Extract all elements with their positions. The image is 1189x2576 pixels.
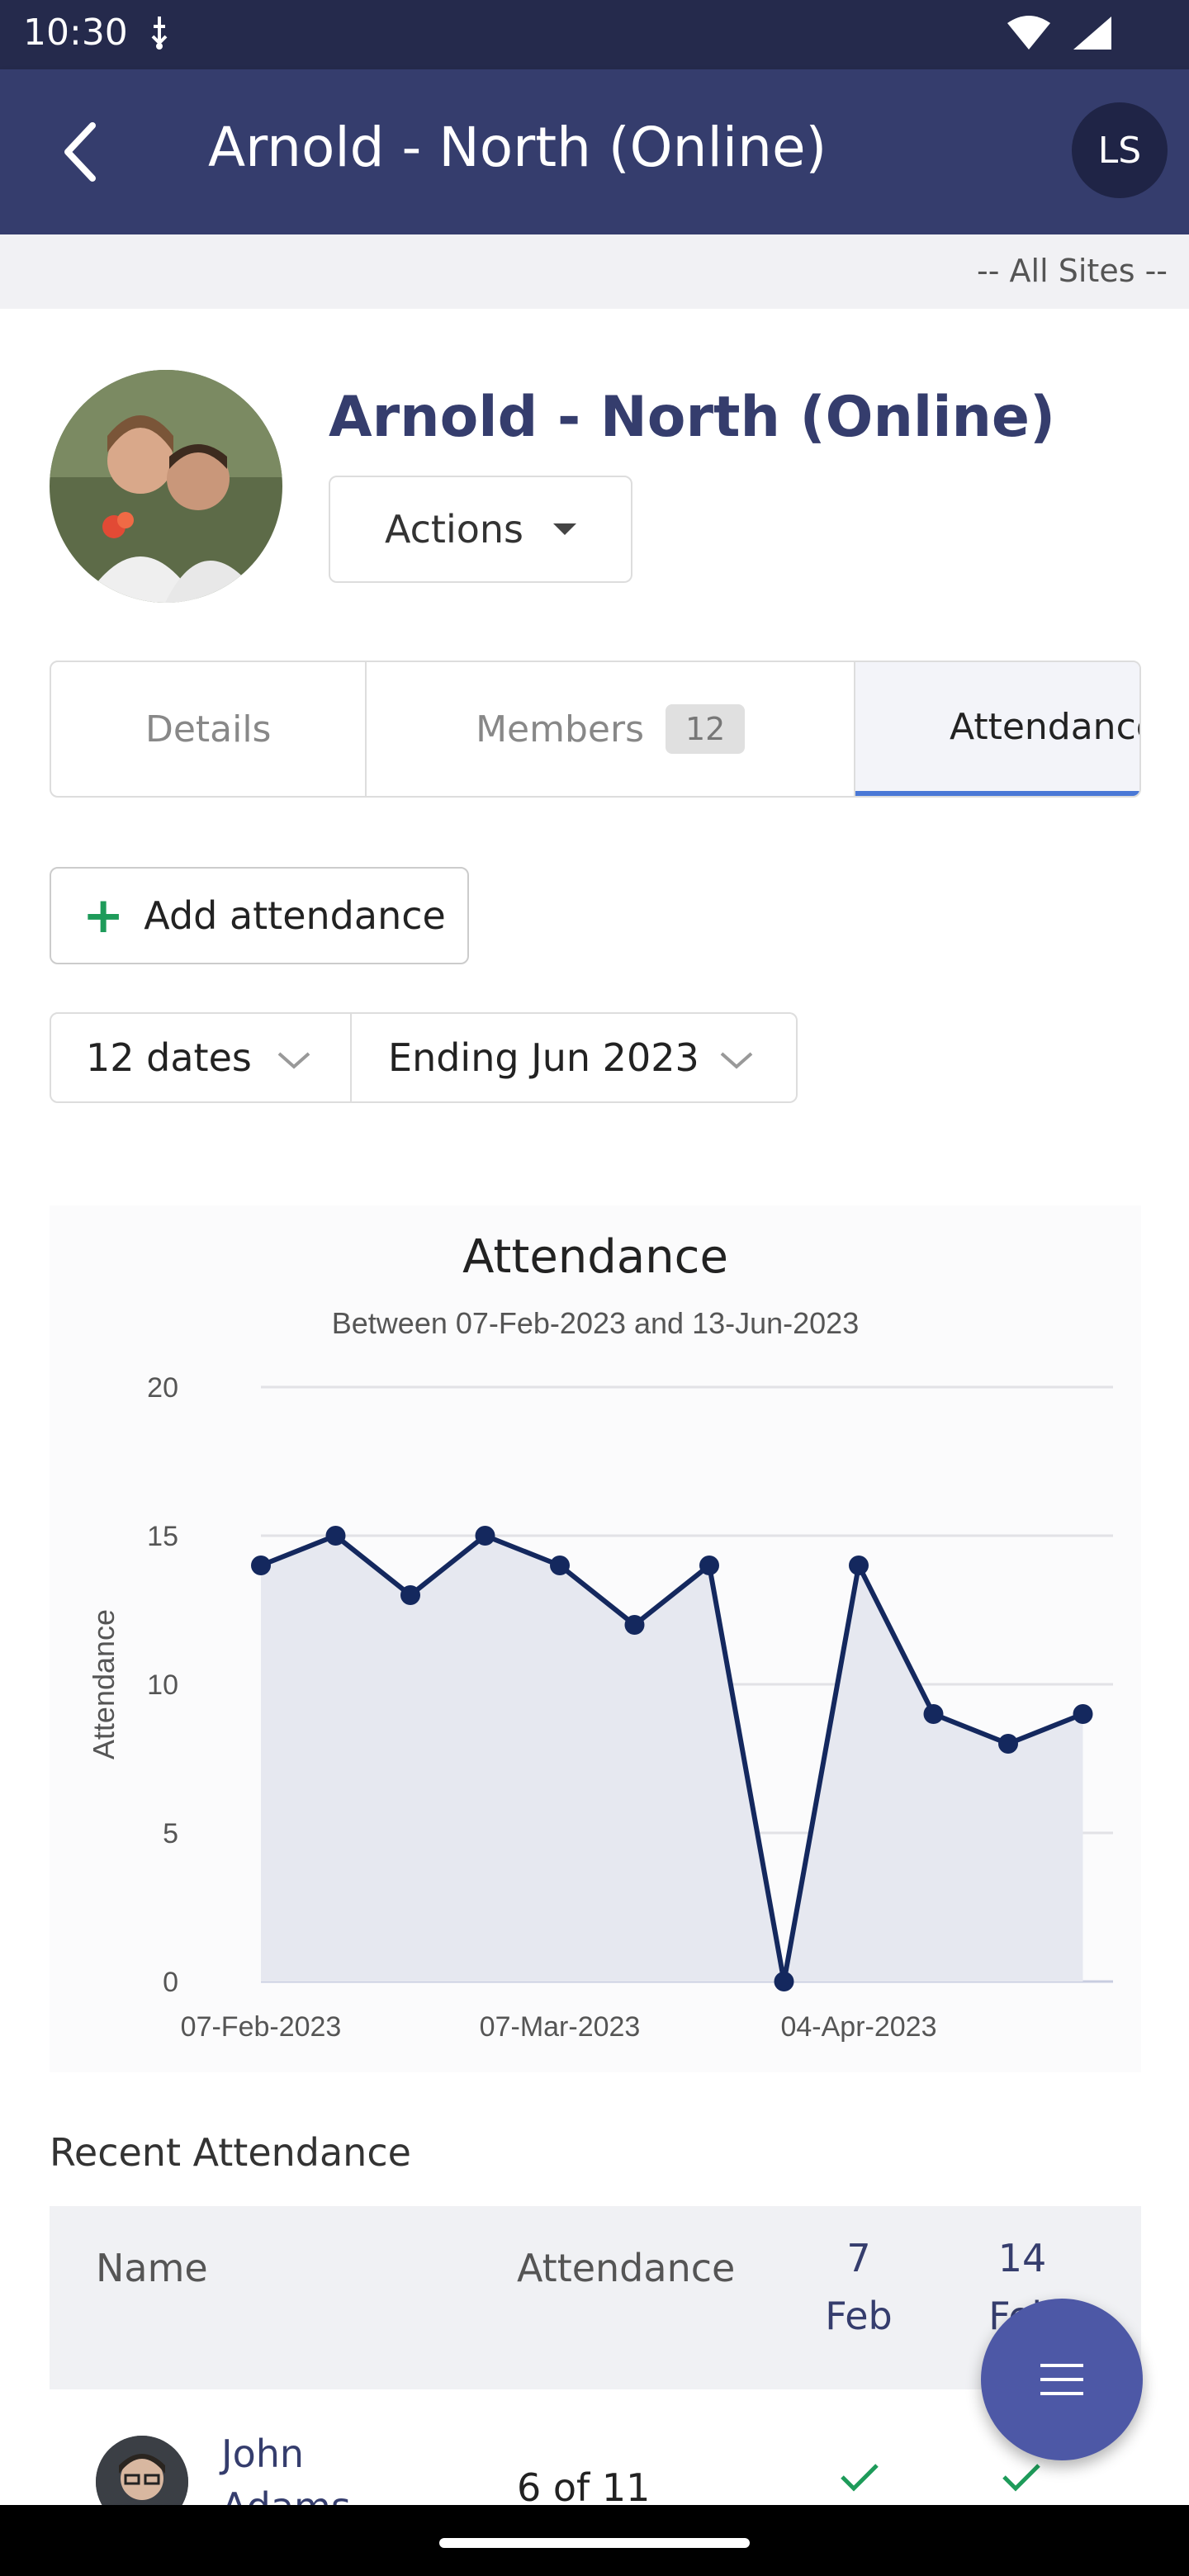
tab-members[interactable]: Members 12: [367, 662, 855, 796]
actions-dropdown[interactable]: Actions: [329, 476, 632, 583]
y-tick-label: 20: [147, 1372, 178, 1404]
recent-attendance-title: Recent Attendance: [50, 2130, 411, 2175]
attendance-table-header: Name Attendance 7 Feb 14 Feb: [50, 2206, 1141, 2389]
chart-subtitle: Between 07-Feb-2023 and 13-Jun-2023: [331, 1306, 860, 1340]
y-tick-label: 10: [147, 1669, 178, 1701]
chevron-down-icon: [720, 1052, 753, 1069]
menu-icon: [1040, 2364, 1083, 2395]
data-point: [251, 1556, 271, 1575]
menu-fab-button[interactable]: [981, 2299, 1143, 2460]
sites-filter-bar: -- All Sites --: [0, 234, 1189, 309]
column-attendance: Attendance: [517, 2246, 736, 2290]
data-point: [475, 1526, 495, 1546]
group-name: Arnold - North (Online): [329, 385, 1056, 450]
system-nav-bar: [0, 2505, 1189, 2576]
add-attendance-label: Add attendance: [144, 893, 446, 938]
actions-label: Actions: [384, 507, 524, 552]
data-point: [325, 1526, 346, 1546]
dates-count-value: 12 dates: [86, 1035, 252, 1080]
sites-filter[interactable]: -- All Sites --: [977, 253, 1168, 289]
x-tick-label: 04-Apr-2023: [780, 2011, 936, 2043]
tab-bar: Details Members 12 Attendance: [50, 661, 1141, 798]
y-axis-label: Attendance: [87, 1609, 121, 1759]
series-line: [259, 1533, 1084, 1984]
member-attendance: 6 of 11: [517, 2465, 651, 2510]
tab-members-label: Members: [476, 708, 644, 751]
dates-count-select[interactable]: 12 dates: [50, 1012, 352, 1103]
data-point: [550, 1556, 570, 1575]
data-point: [923, 1704, 944, 1724]
caret-down-icon: [553, 523, 577, 535]
data-point: [400, 1585, 420, 1605]
home-gesture-handle[interactable]: [439, 2538, 750, 2548]
data-point: [699, 1556, 719, 1575]
members-count-badge: 12: [666, 704, 746, 754]
chevron-down-icon: [277, 1052, 310, 1069]
group-photo: [50, 370, 282, 603]
ending-month-value: Ending Jun 2023: [388, 1035, 699, 1080]
usb-icon: [147, 15, 172, 55]
wifi-icon: [1006, 15, 1052, 55]
y-tick-label: 5: [163, 1818, 178, 1849]
data-point: [774, 1972, 794, 1991]
chart-title: Attendance: [462, 1230, 728, 1284]
series-area: [261, 1536, 1083, 1982]
add-attendance-button[interactable]: + Add attendance: [50, 867, 469, 964]
check-icon: [839, 2460, 880, 2498]
data-point: [1073, 1704, 1093, 1724]
x-tick-label: 07-Feb-2023: [181, 2011, 342, 2043]
column-name: Name: [96, 2246, 208, 2290]
status-icons: [1006, 15, 1113, 55]
y-tick-label: 15: [147, 1521, 178, 1552]
tab-details-label: Details: [144, 708, 272, 751]
back-button[interactable]: [50, 119, 116, 185]
user-avatar[interactable]: LS: [1072, 102, 1168, 198]
data-point: [849, 1556, 869, 1575]
app-bar: Arnold - North (Online) LS: [0, 69, 1189, 234]
tab-details[interactable]: Details: [51, 662, 367, 796]
status-bar: 10:30: [0, 0, 1189, 69]
data-point: [624, 1615, 645, 1635]
tab-attendance[interactable]: Attendance: [855, 662, 1139, 796]
check-icon: [1001, 2460, 1042, 2498]
signal-icon: [1072, 15, 1113, 55]
data-point: [998, 1734, 1018, 1754]
plus-icon: +: [83, 887, 125, 945]
app-bar-title: Arnold - North (Online): [208, 116, 827, 179]
tab-attendance-label: Attendance: [950, 705, 1141, 748]
status-time: 10:30: [23, 12, 128, 54]
x-tick-label: 07-Mar-2023: [480, 2011, 641, 2043]
chart-plot: 0 5 10 15 20 Attendance 07-Feb-2023 07-Mar-2023…: [87, 1372, 1113, 2043]
back-arrow-icon: [64, 122, 96, 182]
y-tick-label: 0: [163, 1967, 178, 1998]
column-date-1: 7 Feb: [825, 2236, 893, 2338]
ending-month-select[interactable]: Ending Jun 2023: [352, 1012, 798, 1103]
attendance-chart: Attendance Between 07-Feb-2023 and 13-Ju…: [50, 1205, 1141, 2072]
